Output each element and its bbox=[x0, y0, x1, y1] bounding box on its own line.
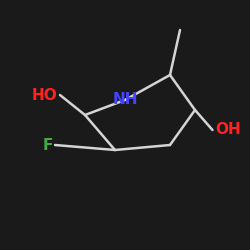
Text: HO: HO bbox=[32, 88, 58, 102]
Text: F: F bbox=[42, 138, 52, 152]
Text: NH: NH bbox=[112, 92, 138, 108]
Text: OH: OH bbox=[215, 122, 241, 138]
